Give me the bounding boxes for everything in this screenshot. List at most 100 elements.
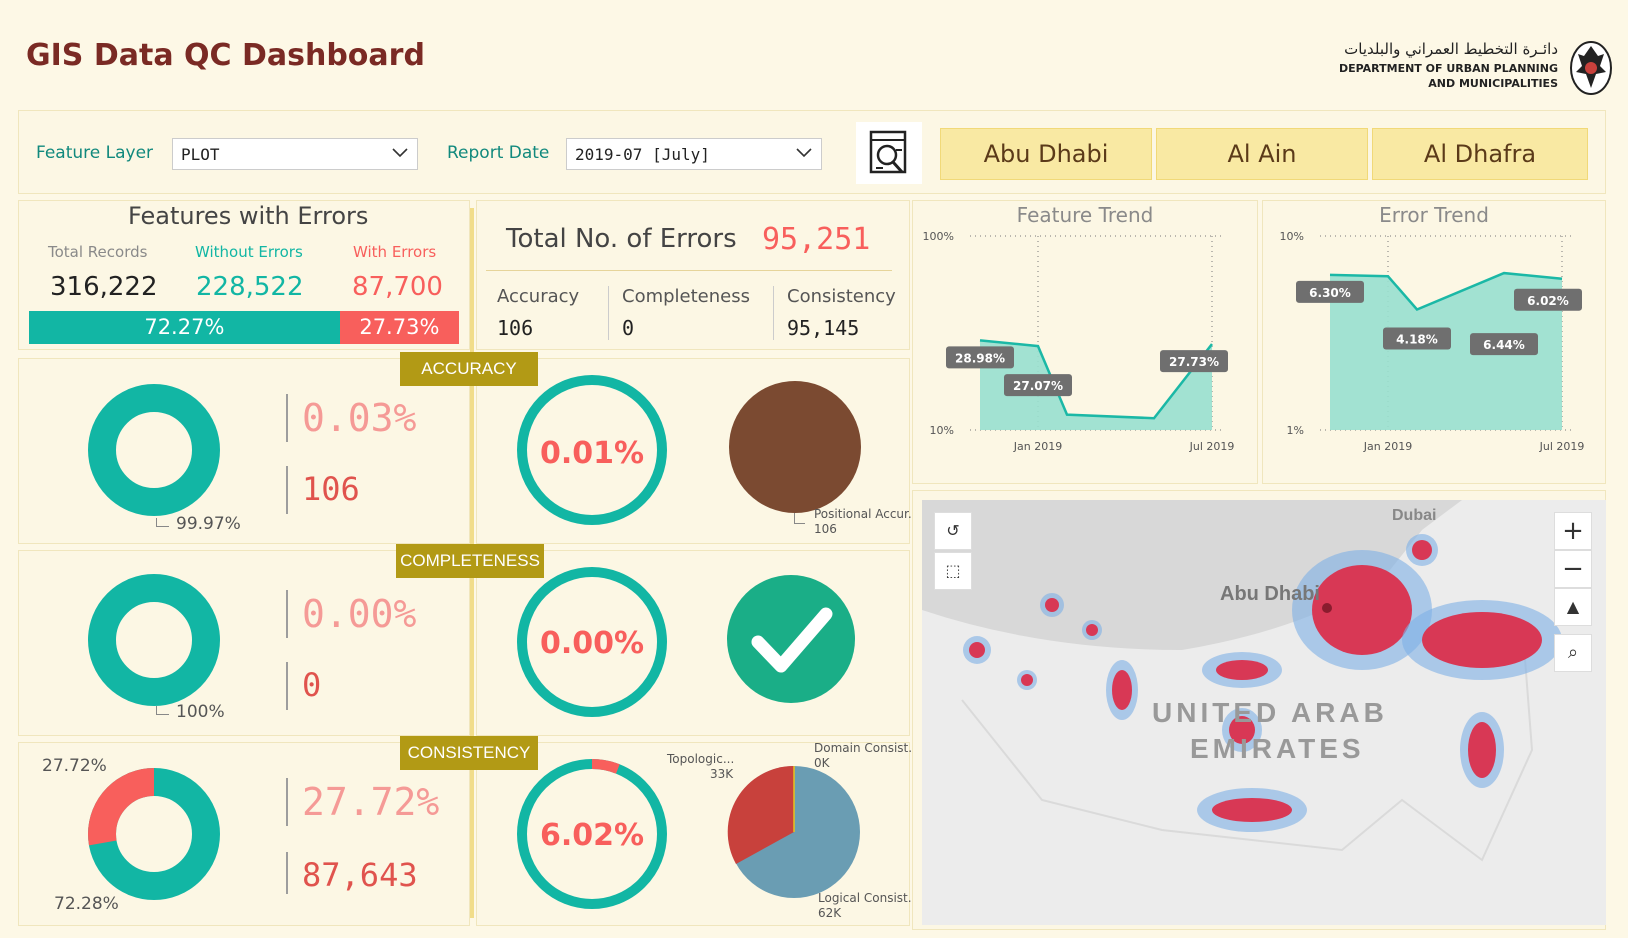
without-errors-pct: 72.27% — [144, 315, 225, 339]
pie-label-logical: Logical Consist... — [818, 891, 920, 905]
consistency-count: 87,643 — [302, 856, 418, 894]
trend-data-label: 27.73% — [1160, 350, 1228, 373]
accuracy-ring-gauge — [517, 375, 667, 525]
org-name-english: DEPARTMENT OF URBAN PLANNING AND MUNICIP… — [1339, 61, 1558, 91]
accuracy-errors-value: 106 — [497, 316, 534, 340]
trend-area — [980, 340, 1212, 430]
accuracy-ring-pct: 0.01% — [539, 436, 645, 471]
y-tick-label: 10% — [1280, 230, 1304, 243]
map-label-dubai: Dubai — [1392, 507, 1436, 524]
pie-slice-topological — [727, 765, 794, 864]
report-date-select[interactable]: 2019-07 [July] — [566, 138, 822, 170]
region-button-abu-dhabi[interactable]: Abu Dhabi — [940, 128, 1152, 180]
document-search-icon — [869, 130, 907, 174]
pie-label-topological: Topologic... — [667, 752, 735, 766]
trend-line — [1329, 271, 1563, 311]
consistency-donut-label-top: 27.72% — [42, 756, 107, 776]
feature-trend-chart: Jan 2019 Jul 2019 100% 10% 28.98% 27.07% 27.73… — [923, 230, 1235, 453]
x-tick-label: Jul 2019 — [1189, 440, 1235, 453]
pie-value-domain: 0K — [814, 756, 830, 770]
with-errors-pct: 27.73% — [359, 315, 440, 339]
trend-line — [979, 339, 1213, 420]
trend-data-label: 6.02% — [1514, 288, 1582, 311]
falcon-emblem-icon — [1570, 41, 1612, 95]
consistency-donut-label-bottom: 72.28% — [54, 894, 119, 914]
data-label-box — [946, 346, 1014, 369]
completeness-count: 0 — [302, 666, 322, 704]
data-label-box — [1296, 280, 1364, 303]
consistency-errors-value: 95,145 — [787, 316, 860, 340]
error-trend-title: Error Trend — [1379, 203, 1489, 227]
completeness-donut-leader — [156, 706, 169, 715]
map-rect-select-button[interactable]: ⬚ — [934, 552, 972, 590]
feature-trend-card — [912, 200, 1258, 484]
errors-separator — [486, 270, 892, 271]
x-tick-label: Jan 2019 — [1363, 440, 1412, 453]
accuracy-count: 106 — [302, 470, 360, 508]
feature-layer-label: Feature Layer — [36, 143, 154, 163]
x-tick-label: Jul 2019 — [1539, 440, 1585, 453]
consistency-section-label: CONSISTENCY — [400, 736, 538, 770]
accuracy-donut-label: 99.97% — [176, 514, 241, 534]
total-errors-label: Total No. of Errors — [506, 224, 737, 254]
trend-data-label: 28.98% — [946, 346, 1014, 369]
total-records-label: Total Records — [48, 243, 148, 261]
errors-split-bar: 72.27% 27.73% — [29, 311, 459, 344]
accuracy-pct: 0.03% — [302, 396, 417, 440]
region-button-al-dhafra[interactable]: Al Dhafra — [1372, 128, 1588, 180]
region-button-al-ain[interactable]: Al Ain — [1156, 128, 1368, 180]
accuracy-vbar — [286, 394, 288, 442]
data-label-text: 4.18% — [1396, 332, 1438, 346]
completeness-donut — [88, 574, 220, 706]
feature-layer-value: PLOT — [181, 145, 220, 164]
total-errors-card — [476, 200, 910, 350]
map-label-uae-1: UNITED ARAB — [1152, 697, 1388, 728]
report-date-label: Report Date — [447, 143, 550, 163]
accuracy-donut-leader — [156, 518, 169, 527]
completeness-errors-label: Completeness — [622, 286, 750, 307]
zoom-in-button[interactable]: + — [1554, 512, 1592, 550]
consistency-ring-gauge — [517, 759, 667, 909]
feature-layer-select[interactable]: PLOT — [172, 138, 418, 170]
heatmap-map[interactable]: Dubai Abu Dhabi UNITED ARAB EMIRATES ↺ ⬚… — [922, 500, 1606, 925]
data-label-box — [1160, 350, 1228, 373]
data-label-text: 6.44% — [1483, 338, 1525, 352]
completeness-ring-pct: 0.00% — [539, 626, 645, 661]
accuracy-section-label: ACCURACY — [400, 352, 538, 386]
org-name-line-2: AND MUNICIPALITIES — [1428, 77, 1558, 90]
y-tick-label: 10% — [930, 424, 954, 437]
org-name-arabic: دائـرة التخطيط العمراني والبلديات — [1344, 40, 1558, 58]
report-date-value: 2019-07 [July] — [575, 145, 710, 164]
feature-trend-title: Feature Trend — [1016, 203, 1154, 227]
data-label-text: 28.98% — [955, 351, 1005, 365]
consistency-types-pie — [727, 765, 860, 898]
map-lasso-button[interactable]: ↺ — [934, 512, 972, 550]
report-search-button[interactable] — [856, 122, 922, 184]
north-arrow-icon[interactable]: ▲ — [1554, 588, 1592, 626]
with-errors-bar: 27.73% — [339, 311, 459, 344]
accuracy-error-pie — [729, 381, 861, 513]
without-errors-bar: 72.27% — [29, 311, 340, 344]
without-errors-value: 228,522 — [196, 272, 304, 302]
errors-col-divider — [773, 286, 774, 340]
map-search-icon[interactable]: ⌕ — [1554, 634, 1592, 672]
map-label-uae-2: EMIRATES — [1190, 733, 1365, 764]
zoom-out-button[interactable]: − — [1554, 550, 1592, 588]
y-tick-label: 1% — [1287, 424, 1304, 437]
data-label-text: 27.07% — [1013, 379, 1063, 393]
total-records-value: 316,222 — [50, 272, 158, 302]
pie-value-topological: 33K — [710, 767, 734, 781]
data-label-text: 27.73% — [1169, 355, 1219, 369]
accuracy-errors-label: Accuracy — [497, 286, 580, 307]
accuracy-pie-label: Positional Accur... — [814, 507, 920, 521]
trend-data-label: 4.18% — [1383, 327, 1451, 350]
chevron-down-icon — [796, 148, 812, 158]
consistency-donut — [88, 768, 220, 900]
data-label-text: 6.02% — [1527, 294, 1569, 308]
consistency-ring-pct: 6.02% — [539, 818, 645, 853]
trend-data-label: 6.44% — [1470, 333, 1538, 356]
map-label-abu-dhabi: Abu Dhabi — [1220, 583, 1320, 605]
map-canvas: Dubai Abu Dhabi UNITED ARAB EMIRATES — [922, 500, 1606, 925]
consistency-pct: 27.72% — [302, 780, 440, 824]
pie-value-logical: 62K — [818, 906, 842, 920]
